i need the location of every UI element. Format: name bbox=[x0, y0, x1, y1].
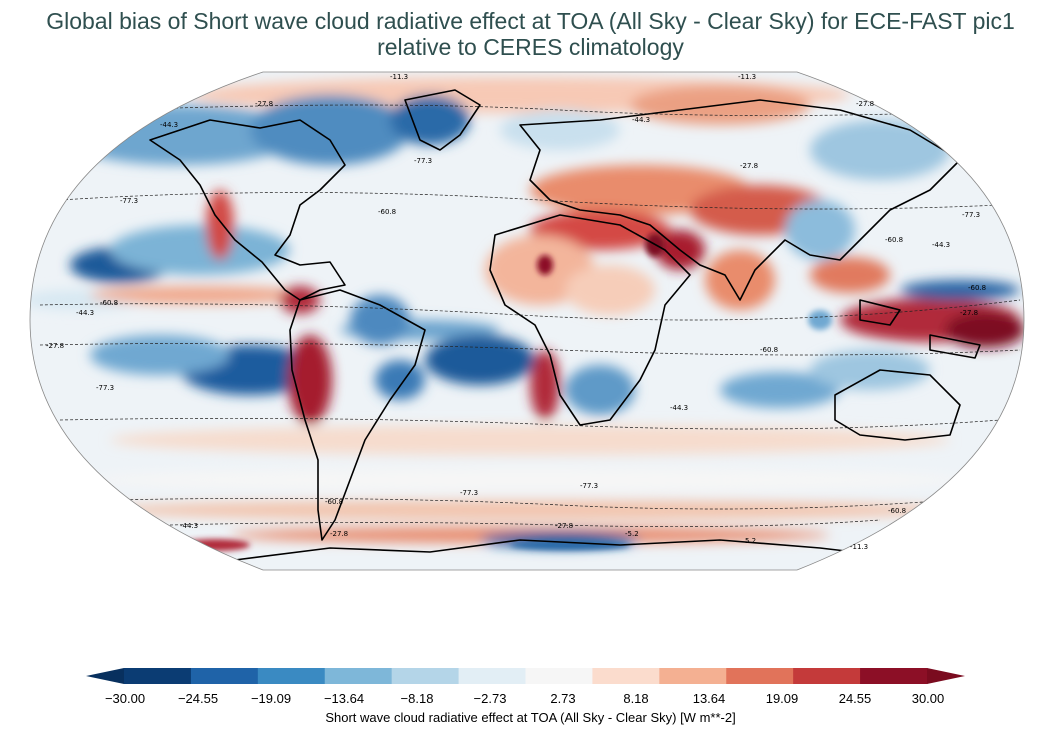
contour-label: -27.8 bbox=[330, 530, 348, 538]
contour-label: -77.3 bbox=[414, 157, 432, 165]
contour-label: -11.3 bbox=[850, 543, 868, 551]
colorbar-tick-label: 2.73 bbox=[550, 691, 576, 706]
contour-label: -60.8 bbox=[100, 299, 118, 307]
contour-label: -27.8 bbox=[555, 522, 573, 530]
contour-label: -27.8 bbox=[46, 342, 64, 350]
colorbar-tick-label: −8.18 bbox=[400, 691, 434, 706]
contour-label: -77.3 bbox=[460, 489, 478, 497]
contour-label: -11.3 bbox=[390, 73, 408, 81]
coast-eurasia bbox=[519, 99, 961, 301]
contour-line bbox=[39, 342, 1021, 356]
colorbar-segment bbox=[324, 668, 393, 684]
coast-borneo bbox=[859, 299, 901, 326]
colorbar-tick-label: 30.00 bbox=[911, 691, 945, 706]
contour-label: -77.3 bbox=[580, 482, 598, 490]
colorbar-tick-label: −24.55 bbox=[177, 691, 219, 706]
colorbar-segment bbox=[391, 668, 460, 684]
contour-line bbox=[59, 192, 1001, 210]
colorbar-segment bbox=[793, 668, 861, 684]
colorbar bbox=[86, 668, 965, 684]
coast-australia bbox=[834, 369, 961, 441]
coast-south-america bbox=[289, 289, 426, 541]
contour-line bbox=[59, 417, 1001, 430]
colorbar-extend-low bbox=[86, 668, 124, 684]
contour-label: 5.2 bbox=[745, 537, 756, 545]
contour-label: -60.8 bbox=[760, 346, 778, 354]
contour-label: -27.8 bbox=[960, 309, 978, 317]
contour-label: -44.3 bbox=[670, 404, 688, 412]
contour-label: -77.3 bbox=[96, 384, 114, 392]
colorbar-tick-label: −13.64 bbox=[323, 691, 365, 706]
colorbar-segment bbox=[726, 668, 794, 684]
colorbar-tick-label: −19.09 bbox=[250, 691, 292, 706]
colorbar-segment bbox=[458, 668, 526, 684]
contour-label: -44.3 bbox=[932, 241, 950, 249]
coast-new-guinea bbox=[929, 334, 981, 359]
chart-title-line-2: relative to CERES climatology bbox=[377, 34, 684, 60]
chart-title-line-1: Global bias of Short wave cloud radiativ… bbox=[46, 8, 1015, 34]
colorbar-tick-label: −30.00 bbox=[104, 691, 146, 706]
colorbar-tick-label: 13.64 bbox=[692, 691, 726, 706]
contour-label: -60.8 bbox=[888, 507, 906, 515]
contour-label: -44.3 bbox=[76, 309, 94, 317]
contour-label: -5.2 bbox=[625, 530, 639, 538]
colorbar-tick-label: 24.55 bbox=[838, 691, 872, 706]
contour-label: -77.3 bbox=[962, 211, 980, 219]
contour-label: -60.8 bbox=[325, 498, 343, 506]
colorbar-tick-label: 19.09 bbox=[765, 691, 799, 706]
colorbar-segment bbox=[860, 668, 928, 684]
colorbar-segment bbox=[659, 668, 727, 684]
colorbar-segment bbox=[525, 668, 593, 684]
colorbar-segment bbox=[190, 668, 259, 684]
coast-antarctica bbox=[234, 539, 881, 561]
contour-label: -60.8 bbox=[968, 284, 986, 292]
contour-label: -27.8 bbox=[740, 162, 758, 170]
colorbar-tick-label: −2.73 bbox=[473, 691, 507, 706]
contour-line bbox=[169, 519, 881, 528]
contour-label: -44.3 bbox=[632, 116, 650, 124]
contour-label: -60.8 bbox=[885, 236, 903, 244]
contour-label: -44.3 bbox=[180, 522, 198, 530]
contour-line bbox=[109, 497, 951, 510]
contour-label: -44.3 bbox=[160, 121, 178, 129]
contour-label: -77.3 bbox=[120, 197, 138, 205]
contour-label-group: -11.3 -11.3 -27.8 -27.8 -44.3 -44.3 -77.… bbox=[46, 73, 986, 551]
colorbar-segment bbox=[124, 668, 192, 684]
colorbar-segment bbox=[257, 668, 326, 684]
contour-lines bbox=[39, 104, 1021, 528]
colorbar-extend-high bbox=[927, 668, 965, 684]
contour-line bbox=[39, 299, 1021, 321]
coast-greenland bbox=[404, 89, 481, 151]
colorbar-label: Short wave cloud radiative effect at TOA… bbox=[325, 710, 736, 725]
contour-label: -11.3 bbox=[738, 73, 756, 81]
contour-label: -27.8 bbox=[856, 100, 874, 108]
coastlines bbox=[149, 89, 981, 561]
colorbar-segment bbox=[592, 668, 660, 684]
colorbar-tick-label: 8.18 bbox=[623, 691, 649, 706]
contour-label: -60.8 bbox=[378, 208, 396, 216]
globe-outline bbox=[29, 71, 1025, 571]
coast-north-america bbox=[149, 119, 346, 301]
contour-label: -27.8 bbox=[255, 100, 273, 108]
contour-line bbox=[119, 104, 961, 116]
